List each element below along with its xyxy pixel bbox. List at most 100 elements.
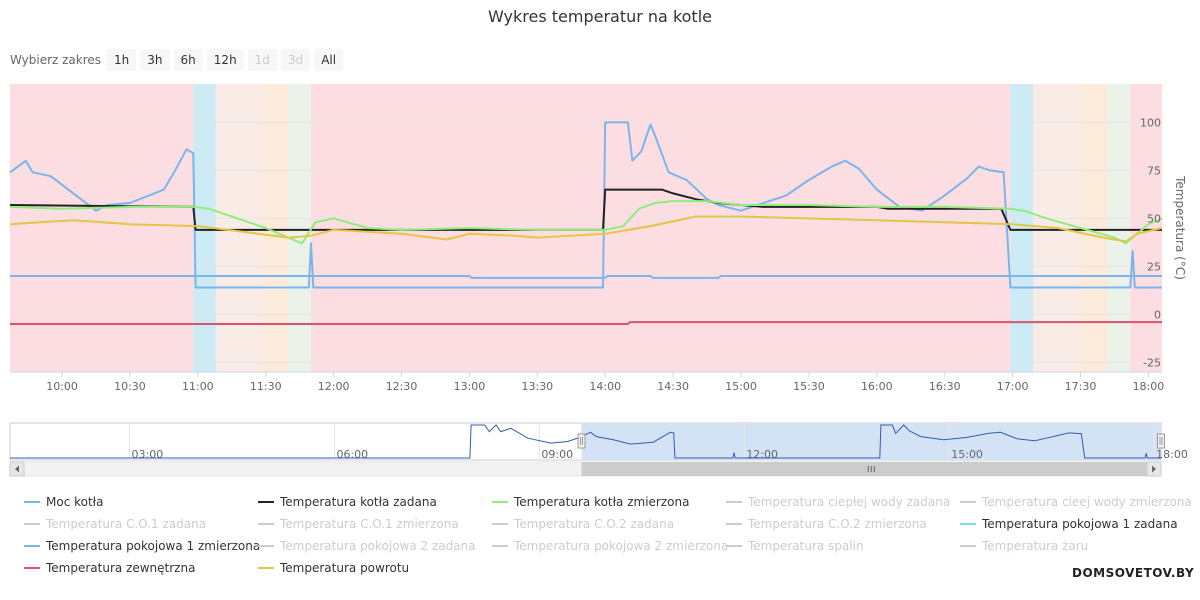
navigator-tick-label: 18:00 xyxy=(1156,448,1188,461)
x-tick-label: 14:30 xyxy=(657,380,689,393)
legend-item-temperatura-pokojowa-1-zmierzona[interactable]: Temperatura pokojowa 1 zmierzona xyxy=(24,537,260,555)
navigator-handle-left[interactable] xyxy=(577,433,586,449)
legend-label: Temperatura cieej wody zmierzona xyxy=(982,495,1192,509)
plot-band-8 xyxy=(1080,84,1108,372)
x-tick-label: 12:30 xyxy=(386,380,418,393)
legend-swatch xyxy=(492,523,508,525)
legend-swatch xyxy=(258,501,274,503)
legend-label: Temperatura pokojowa 1 zmierzona xyxy=(46,539,261,553)
x-tick-label: 13:30 xyxy=(521,380,553,393)
x-tick-label: 15:30 xyxy=(793,380,825,393)
y-tick-label: -25 xyxy=(1143,356,1161,369)
range-selector: Wybierz zakres 1h 3h 6h 12h 1d 3d All xyxy=(10,49,347,71)
plot-band-0 xyxy=(10,84,194,372)
legend-label: Temperatura spalin xyxy=(748,539,864,553)
legend-item-temperatura-pokojowa-2-zmierzona[interactable]: Temperatura pokojowa 2 zmierzona xyxy=(492,537,728,555)
legend-label: Temperatura C.O.2 zadana xyxy=(514,517,675,531)
legend-label: Temperatura powrotu xyxy=(280,561,410,575)
x-tick-label: 12:00 xyxy=(318,380,350,393)
y-tick-label: 25 xyxy=(1147,260,1161,273)
y-tick-label: 75 xyxy=(1147,164,1161,177)
legend-label: Temperatura C.O.1 zmierzona xyxy=(280,517,459,531)
y-tick-label: 50 xyxy=(1147,212,1161,225)
legend-swatch xyxy=(960,523,976,525)
x-tick-label: 18:00 xyxy=(1133,380,1165,393)
range-button-3d: 3d xyxy=(280,49,311,71)
grid-lines xyxy=(10,121,1162,373)
y-tick-label: 100 xyxy=(1140,116,1161,129)
legend-item-temperatura-c-o-1-zadana[interactable]: Temperatura C.O.1 zadana xyxy=(24,515,206,533)
navigator-tick-label: 12:00 xyxy=(746,448,778,461)
legend-item-temperatura-zewnetrzna[interactable]: Temperatura zewnętrzna xyxy=(24,559,195,577)
legend-swatch xyxy=(24,545,40,547)
legend-swatch xyxy=(492,501,508,503)
legend-label: Temperatura C.O.2 zmierzona xyxy=(748,517,927,531)
legend-item-temperatura-c-o-2-zmierzona[interactable]: Temperatura C.O.2 zmierzona xyxy=(726,515,927,533)
legend-swatch xyxy=(726,501,742,503)
plot-band-9 xyxy=(1107,84,1131,372)
legend-label: Temperatura pokojowa 2 zadana xyxy=(280,539,476,553)
legend-item-temperatura-kotla-zadana[interactable]: Temperatura kotła zadana xyxy=(258,493,437,511)
legend-item-moc-kotla[interactable]: Moc kotła xyxy=(24,493,103,511)
range-button-6h[interactable]: 6h xyxy=(173,49,203,71)
x-tick-label: 13:00 xyxy=(454,380,486,393)
range-button-all[interactable]: All xyxy=(314,49,344,71)
legend-label: Temperatura kotła zmierzona xyxy=(514,495,690,509)
legend-item-temperatura-pokojowa-2-zadana[interactable]: Temperatura pokojowa 2 zadana xyxy=(258,537,476,555)
legend-item-temperatura-spalin[interactable]: Temperatura spalin xyxy=(726,537,864,555)
plot-band-2 xyxy=(215,84,264,372)
navigator-selection[interactable] xyxy=(581,423,1161,460)
range-button-1d: 1d xyxy=(247,49,277,71)
legend-label: Temperatura pokojowa 2 zmierzona xyxy=(514,539,729,553)
series-temperatura-kotla-zmierzona[interactable] xyxy=(9,200,1163,245)
series-layer xyxy=(9,121,1163,325)
legend-swatch xyxy=(24,567,40,569)
legend-item-temperatura-c-o-2-zadana[interactable]: Temperatura C.O.2 zadana xyxy=(492,515,674,533)
legend-label: Temperatura zewnętrzna xyxy=(46,561,196,575)
legend-item-temperatura-powrotu[interactable]: Temperatura powrotu xyxy=(258,559,409,577)
series-temperatura-zewnetrzna[interactable] xyxy=(10,321,1162,325)
legend-swatch xyxy=(258,545,274,547)
navigator-tick-label: 15:00 xyxy=(951,448,983,461)
range-button-3h[interactable]: 3h xyxy=(140,49,170,71)
legend-item-temperatura-zaru[interactable]: Temperatura żaru xyxy=(960,537,1088,555)
arrow-left-icon xyxy=(15,465,19,473)
plot-band-5 xyxy=(311,84,1011,372)
arrow-right-icon xyxy=(1152,465,1156,473)
legend-swatch xyxy=(258,523,274,525)
x-axis-ticks: 10:00 10:30 11:00 11:30 12:00 12:30 13:00 13:30… xyxy=(46,372,1164,393)
legend-swatch xyxy=(24,523,40,525)
legend-label: Temperatura C.O.1 zadana xyxy=(46,517,207,531)
range-button-12h[interactable]: 12h xyxy=(206,49,244,71)
range-button-1h[interactable]: 1h xyxy=(107,49,137,71)
legend-item-temperatura-c-o-1-zmierzona[interactable]: Temperatura C.O.1 zmierzona xyxy=(258,515,459,533)
series-temperatura-pokojowa-1-zmierzona[interactable] xyxy=(10,275,1162,279)
watermark: DOMSOVETOV.BY xyxy=(1072,566,1195,580)
legend-label: Temperatura pokojowa 1 zadana xyxy=(982,517,1178,531)
legend-swatch xyxy=(258,567,274,569)
x-tick-label: 16:30 xyxy=(929,380,961,393)
legend-swatch xyxy=(24,501,40,503)
x-tick-label: 10:30 xyxy=(114,380,146,393)
plot-bands xyxy=(10,84,1162,372)
legend-swatch xyxy=(960,501,976,503)
navigator[interactable]: 03:00 06:00 09:00 12:00 15:00 18:00 xyxy=(0,418,1200,478)
legend-label: Temperatura ciepłej wody zadana xyxy=(748,495,951,509)
legend-item-temperatura-cieplej-wody-zadana[interactable]: Temperatura ciepłej wody zadana xyxy=(726,493,950,511)
x-tick-label: 11:30 xyxy=(250,380,282,393)
plot-band-6 xyxy=(1010,84,1033,372)
series-moc-kotla[interactable] xyxy=(9,121,1162,289)
navigator-series xyxy=(10,424,1161,459)
legend-item-temperatura-kotla-zmierzona[interactable]: Temperatura kotła zmierzona xyxy=(492,493,689,511)
legend-item-temperatura-cieej-wody-zmierzona[interactable]: Temperatura cieej wody zmierzona xyxy=(960,493,1192,511)
legend-swatch xyxy=(726,523,742,525)
y-axis-title: Temperatura (°C) xyxy=(1173,175,1187,280)
navigator-handle-right[interactable] xyxy=(1157,433,1165,449)
series-temperatura-powrotu[interactable] xyxy=(9,215,1163,243)
range-selector-label: Wybierz zakres xyxy=(10,53,102,67)
legend-label: Moc kotła xyxy=(46,495,104,509)
x-tick-label: 17:00 xyxy=(997,380,1029,393)
legend-swatch xyxy=(726,545,742,547)
legend-item-temperatura-pokojowa-1-zadana[interactable]: Temperatura pokojowa 1 zadana xyxy=(960,515,1178,533)
